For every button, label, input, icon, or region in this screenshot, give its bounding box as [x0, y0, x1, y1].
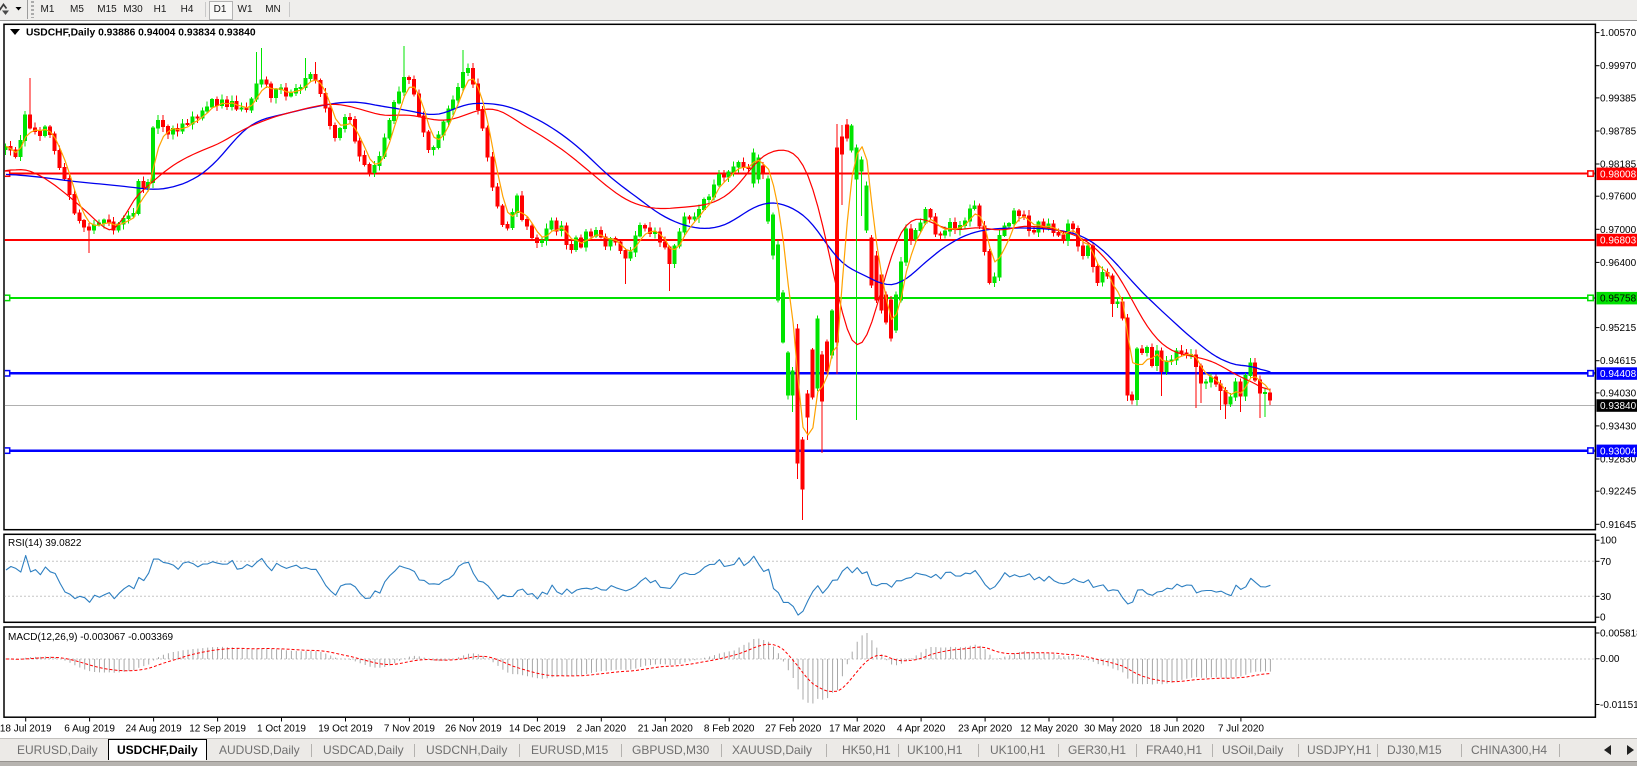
svg-text:2 Jan 2020: 2 Jan 2020 — [577, 724, 627, 735]
svg-text:21 Jan 2020: 21 Jan 2020 — [638, 724, 693, 735]
svg-text:0.98785: 0.98785 — [1600, 127, 1637, 138]
svg-text:4 Apr 2020: 4 Apr 2020 — [897, 724, 946, 735]
svg-text:0.97000: 0.97000 — [1600, 225, 1637, 236]
svg-text:7 Jul 2020: 7 Jul 2020 — [1218, 724, 1265, 735]
svg-text:0.96400: 0.96400 — [1600, 258, 1637, 269]
svg-text:14 Dec 2019: 14 Dec 2019 — [509, 724, 566, 735]
svg-text:1.00570: 1.00570 — [1600, 28, 1637, 39]
svg-text:24 Aug 2019: 24 Aug 2019 — [126, 724, 183, 735]
svg-text:0.93840: 0.93840 — [1600, 401, 1637, 412]
svg-text:18 Jun 2020: 18 Jun 2020 — [1149, 724, 1204, 735]
svg-text:RSI(14) 39.0822: RSI(14) 39.0822 — [8, 538, 82, 549]
svg-text:26 Nov 2019: 26 Nov 2019 — [445, 724, 502, 735]
svg-text:12 May 2020: 12 May 2020 — [1020, 724, 1078, 735]
svg-text:0.94030: 0.94030 — [1600, 388, 1637, 399]
svg-text:18 Jul 2019: 18 Jul 2019 — [0, 724, 52, 735]
svg-text:30: 30 — [1600, 592, 1612, 603]
svg-text:12 Sep 2019: 12 Sep 2019 — [189, 724, 246, 735]
svg-text:0.98008: 0.98008 — [1600, 169, 1637, 180]
svg-text:7 Nov 2019: 7 Nov 2019 — [384, 724, 436, 735]
svg-text:19 Oct 2019: 19 Oct 2019 — [318, 724, 373, 735]
svg-text:-0.011514: -0.011514 — [1600, 700, 1637, 711]
svg-text:0.99385: 0.99385 — [1600, 93, 1637, 104]
svg-text:0.00: 0.00 — [1600, 654, 1620, 665]
svg-text:27 Feb 2020: 27 Feb 2020 — [765, 724, 822, 735]
svg-text:0.92830: 0.92830 — [1600, 455, 1637, 466]
svg-text:0.95758: 0.95758 — [1600, 294, 1637, 305]
svg-text:0.91645: 0.91645 — [1600, 520, 1637, 531]
svg-text:0.92245: 0.92245 — [1600, 487, 1637, 498]
svg-text:30 May 2020: 30 May 2020 — [1084, 724, 1142, 735]
svg-text:100: 100 — [1600, 536, 1617, 547]
svg-text:17 Mar 2020: 17 Mar 2020 — [829, 724, 886, 735]
svg-text:23 Apr 2020: 23 Apr 2020 — [958, 724, 1012, 735]
svg-text:0.94615: 0.94615 — [1600, 356, 1637, 367]
svg-text:MACD(12,26,9) -0.003067 -0.003: MACD(12,26,9) -0.003067 -0.003369 — [8, 632, 174, 643]
svg-text:0.93430: 0.93430 — [1600, 421, 1637, 432]
svg-text:70: 70 — [1600, 557, 1612, 568]
svg-text:0.94408: 0.94408 — [1600, 369, 1637, 380]
svg-text:0.99970: 0.99970 — [1600, 61, 1637, 72]
svg-text:0.95215: 0.95215 — [1600, 323, 1637, 334]
svg-text:0: 0 — [1600, 613, 1606, 624]
svg-text:0.005818: 0.005818 — [1600, 629, 1637, 640]
svg-text:0.93004: 0.93004 — [1600, 446, 1637, 457]
svg-text:0.98185: 0.98185 — [1600, 160, 1637, 171]
svg-text:1 Oct 2019: 1 Oct 2019 — [257, 724, 306, 735]
svg-text:0.96803: 0.96803 — [1600, 236, 1637, 247]
svg-text:USDCHF,Daily 0.93886 0.94004: USDCHF,Daily 0.93886 0.94004 0.93834 0.9… — [26, 28, 256, 39]
svg-text:6 Aug 2019: 6 Aug 2019 — [64, 724, 115, 735]
svg-text:8 Feb 2020: 8 Feb 2020 — [704, 724, 755, 735]
svg-text:0.97600: 0.97600 — [1600, 192, 1637, 203]
